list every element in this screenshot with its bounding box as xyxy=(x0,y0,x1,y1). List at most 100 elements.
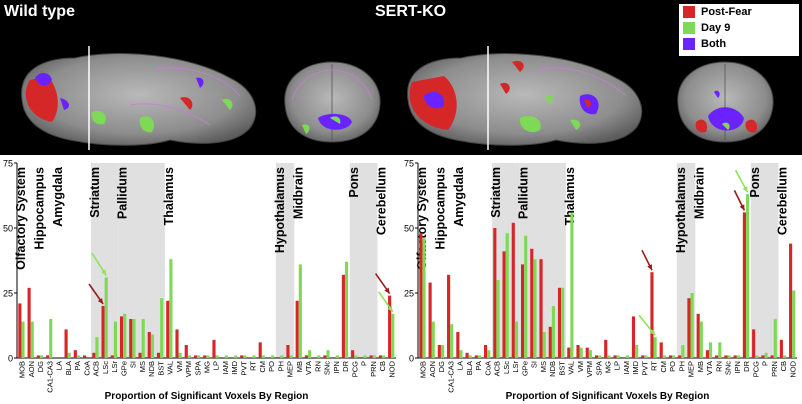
x-axis-title: Proportion of Significant Voxels By Regi… xyxy=(105,391,309,402)
bar-post-fear xyxy=(203,355,207,358)
region-shade xyxy=(349,163,378,358)
both-swatch xyxy=(683,38,695,50)
region-label: Amygdala xyxy=(51,166,65,227)
bar-post-fear xyxy=(668,355,673,358)
bar-day-9 xyxy=(607,355,611,358)
bar-day-9 xyxy=(745,194,750,358)
x-tick-label: IAM xyxy=(221,361,230,374)
bar-post-fear xyxy=(447,274,451,358)
bar-day-9 xyxy=(736,355,740,358)
x-tick-label: VM xyxy=(175,361,184,372)
legend-label: Both xyxy=(701,38,727,50)
bar-post-fear xyxy=(369,355,373,358)
ko-coronal-brain xyxy=(677,61,774,143)
region-shade xyxy=(275,163,295,358)
x-tick-label: IMD xyxy=(230,360,239,374)
bar-post-fear xyxy=(604,339,608,358)
bar-post-fear xyxy=(18,303,22,358)
bar-post-fear xyxy=(567,347,571,358)
bar-post-fear xyxy=(557,287,562,358)
bar-day-9 xyxy=(681,345,685,358)
annotation-arrowhead xyxy=(647,264,652,271)
region-label: Amygdala xyxy=(452,166,466,227)
bar-post-fear xyxy=(36,355,40,358)
bar-day-9 xyxy=(551,306,555,358)
y-tick-label: 0 xyxy=(409,354,414,364)
x-tick-label: NOD xyxy=(387,360,396,377)
brain-images-panel: Wild type SERT-KO xyxy=(0,0,802,155)
x-tick-label: P xyxy=(360,361,369,366)
x-tick-label: AON xyxy=(428,361,437,377)
x-tick-label: CoA xyxy=(82,361,91,376)
region-label: Hypothalamus xyxy=(674,167,688,253)
region-label: Thalamus xyxy=(563,167,577,225)
bar-post-fear xyxy=(419,233,423,358)
annotation-arrowhead xyxy=(742,186,748,193)
x-tick-label: BLA xyxy=(465,361,474,375)
wt-sagittal-brain xyxy=(21,53,257,146)
ko-sagittal-brain xyxy=(407,53,643,146)
bar-post-fear xyxy=(678,355,682,358)
bar-post-fear xyxy=(166,300,170,358)
bar-day-9 xyxy=(727,355,731,358)
annotation-arrowhead xyxy=(101,269,107,276)
y-tick-label: 50 xyxy=(3,224,13,234)
bar-day-9 xyxy=(440,345,445,358)
bar-day-9 xyxy=(113,321,118,358)
bar-day-9 xyxy=(76,355,81,358)
bar-post-fear xyxy=(530,248,534,358)
legend-item-post-fear: Post-Fear xyxy=(679,4,799,20)
x-tick-label: SPA xyxy=(193,361,202,375)
bar-day-9 xyxy=(542,332,546,358)
bar-day-9 xyxy=(224,355,228,358)
x-tick-label: LSc xyxy=(101,361,110,374)
x-tick-label: RT xyxy=(650,361,659,371)
bar-post-fear xyxy=(110,355,114,358)
region-label: Striatum xyxy=(88,167,102,218)
bar-day-9 xyxy=(298,264,302,358)
bar-post-fear xyxy=(724,355,728,358)
x-tick-label: PA xyxy=(474,361,483,370)
bar-day-9 xyxy=(206,355,210,358)
bar-post-fear xyxy=(73,350,77,358)
bar-day-9 xyxy=(391,313,395,358)
x-tick-label: DR xyxy=(341,360,350,371)
x-tick-label: PCG xyxy=(751,361,760,377)
bar-day-9 xyxy=(561,287,565,358)
bar-post-fear xyxy=(428,282,432,358)
bar-post-fear xyxy=(705,350,709,358)
bar-day-9 xyxy=(718,342,722,358)
bar-day-9 xyxy=(160,298,164,358)
bar-day-9 xyxy=(468,355,472,358)
x-tick-label: PCG xyxy=(350,361,359,377)
bar-post-fear xyxy=(304,355,308,358)
bar-post-fear xyxy=(323,355,327,358)
x-tick-label: ACB xyxy=(493,361,502,376)
bar-day-9 xyxy=(477,355,482,358)
bar-day-9 xyxy=(625,355,629,358)
x-tick-label: MEP xyxy=(687,361,696,377)
region-label: Hypothalamus xyxy=(273,167,287,253)
x-tick-label: VPM xyxy=(585,361,594,377)
x-tick-label: PH xyxy=(276,361,285,371)
x-tick-label: DR xyxy=(742,360,751,371)
bar-day-9 xyxy=(690,293,694,358)
bar-day-9 xyxy=(215,355,219,358)
bar-post-fear xyxy=(613,355,617,358)
x-tick-label: CM xyxy=(659,361,668,373)
bar-day-9 xyxy=(243,355,247,358)
bar-post-fear xyxy=(484,345,488,358)
x-tick-label: LSr xyxy=(511,360,520,372)
bar-day-9 xyxy=(252,355,256,358)
bar-day-9 xyxy=(653,337,657,358)
bar-post-fear xyxy=(437,345,441,358)
bar-post-fear xyxy=(687,298,691,358)
bar-day-9 xyxy=(30,321,34,358)
annotation-arrowhead xyxy=(739,204,745,211)
x-tick-label: DG xyxy=(36,361,45,372)
bar-post-fear xyxy=(742,212,746,358)
bar-post-fear xyxy=(341,274,345,358)
x-tick-label: VTA xyxy=(304,361,313,375)
x-tick-label: MG xyxy=(604,361,613,373)
bar-day-9 xyxy=(598,355,602,358)
